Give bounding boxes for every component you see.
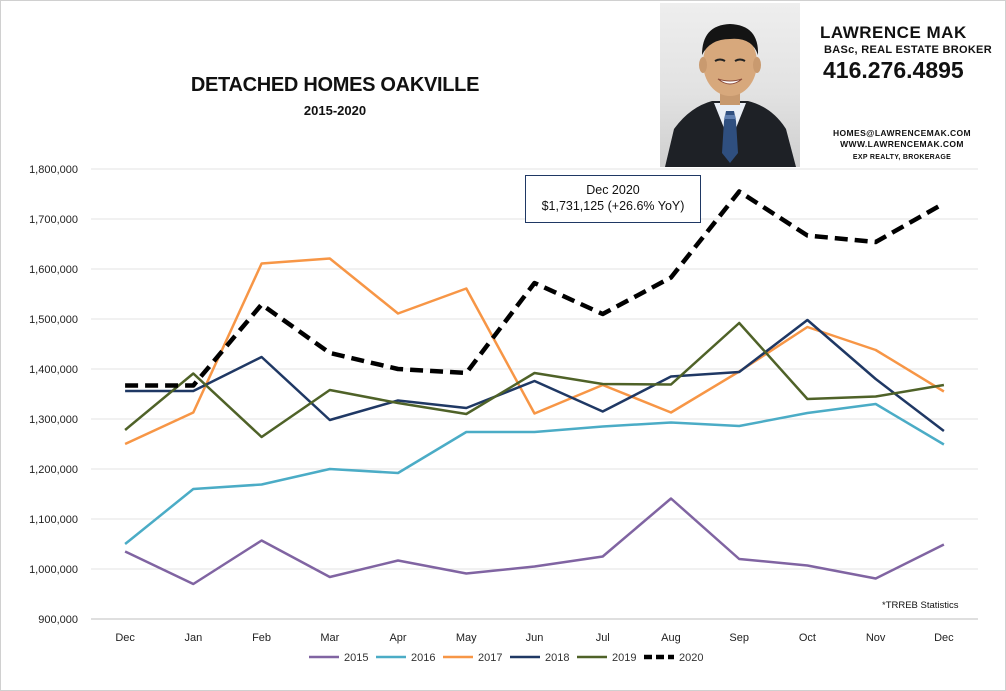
legend-label: 2019	[612, 652, 636, 664]
y-tick-label: 1,700,000	[29, 214, 78, 226]
x-tick-label: Sep	[729, 632, 749, 644]
x-tick-label: Oct	[799, 632, 816, 644]
x-tick-label: Aug	[661, 632, 681, 644]
x-tick-label: Dec	[934, 632, 954, 644]
agent-photo	[660, 3, 800, 167]
y-tick-label: 1,800,000	[29, 164, 78, 176]
agent-phone: 416.276.4895	[823, 57, 964, 83]
y-axis-ticks: 900,000 1,000,000 1,100,000 1,200,000 1,300,…	[29, 164, 78, 626]
y-tick-label: 1,500,000	[29, 314, 78, 326]
x-tick-label: Nov	[866, 632, 886, 644]
series-line-2018	[125, 318, 945, 432]
series-line-2015	[124, 497, 945, 586]
x-tick-label: May	[456, 632, 477, 644]
x-tick-label: Jan	[184, 632, 202, 644]
x-tick-label: Mar	[320, 632, 339, 644]
series-line-2020	[125, 189, 946, 388]
legend: 2015 2016 2017 2018 2019 2020	[309, 652, 703, 664]
legend-label: 2016	[411, 652, 435, 664]
callout-value: $1,731,125 (+26.6% YoY)	[541, 199, 685, 213]
x-tick-label: Feb	[252, 632, 271, 644]
y-tick-label: 1,600,000	[29, 264, 78, 276]
agent-brokerage: EXP REALTY, BROKERAGE	[852, 154, 952, 161]
legend-label: 2018	[545, 652, 569, 664]
x-tick-label: Jun	[526, 632, 544, 644]
x-axis-ticks: Dec Jan Feb Mar Apr May Jun Jul Aug Sep Oct Nov Dec	[115, 632, 954, 644]
legend-label: 2017	[478, 652, 502, 664]
series-lines	[124, 189, 946, 586]
agent-name: LAWRENCE MAK	[820, 23, 967, 42]
series-line-2019	[124, 321, 945, 439]
y-tick-label: 1,200,000	[29, 464, 78, 476]
agent-email: HOMES@LAWRENCEMAK.COM	[832, 128, 972, 138]
gridlines	[91, 168, 978, 620]
x-tick-label: Jul	[596, 632, 610, 644]
annotation-callout: Dec 2020 $1,731,125 (+26.6% YoY)	[525, 175, 701, 223]
agent-website: WWW.LAWRENCEMAK.COM	[840, 139, 964, 149]
y-tick-label: 1,000,000	[29, 564, 78, 576]
agent-credentials: BASc, REAL ESTATE BROKER	[824, 44, 992, 56]
chart-title: DETACHED HOMES OAKVILLE	[190, 74, 480, 96]
x-tick-label: Dec	[115, 632, 135, 644]
callout-date: Dec 2020	[586, 183, 640, 197]
source-note: *TRREB Statistics	[882, 600, 959, 611]
legend-label: 2020	[679, 652, 703, 664]
legend-label: 2015	[344, 652, 368, 664]
y-tick-label: 1,300,000	[29, 414, 78, 426]
y-tick-label: 900,000	[38, 614, 78, 626]
chart-subtitle: 2015-2020	[303, 103, 367, 118]
y-tick-label: 1,400,000	[29, 364, 78, 376]
series-line-2016	[124, 402, 945, 545]
series-line-2017	[124, 257, 945, 446]
y-tick-label: 1,100,000	[29, 514, 78, 526]
x-tick-label: Apr	[389, 632, 406, 644]
